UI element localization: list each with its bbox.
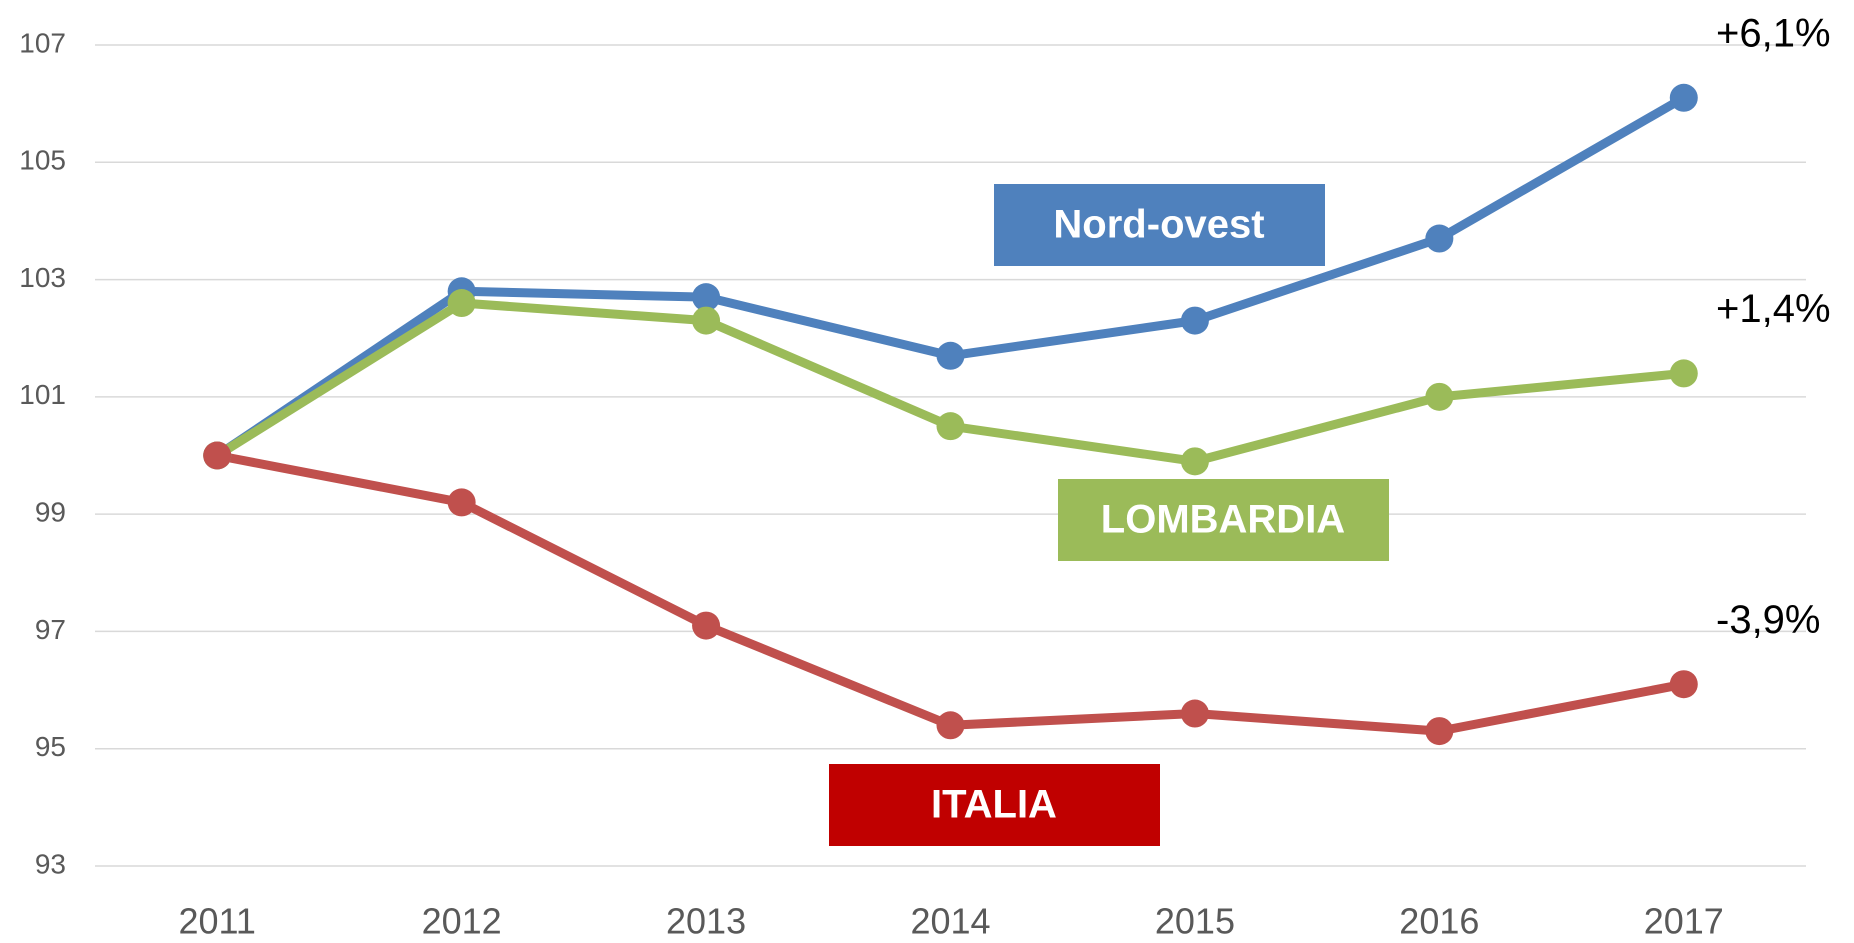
legend-box: [829, 764, 1160, 846]
y-tick-label: 93: [35, 848, 66, 879]
end-label: +1,4%: [1716, 287, 1831, 331]
x-tick-label: 2016: [1399, 901, 1479, 942]
marker: [692, 306, 721, 335]
marker: [692, 611, 721, 640]
series-line: [216, 451, 1685, 736]
x-tick-label: 2017: [1644, 901, 1724, 942]
marker: [936, 412, 965, 441]
marker: [1425, 382, 1454, 411]
legend-label: LOMBARDIA: [1101, 498, 1345, 542]
marker: [1669, 359, 1698, 388]
marker: [1180, 306, 1209, 335]
x-tick-label: 2015: [1155, 901, 1235, 942]
marker: [1425, 224, 1454, 253]
legend-label: ITALIA: [931, 783, 1057, 827]
marker: [692, 283, 721, 312]
y-tick-label: 105: [19, 145, 66, 176]
series-line: [214, 93, 1687, 460]
x-tick-label: 2013: [666, 901, 746, 942]
marker: [936, 711, 965, 740]
end-label: -3,9%: [1716, 598, 1821, 642]
legend-label: Nord-ovest: [1053, 203, 1264, 247]
marker: [1669, 670, 1698, 699]
x-tick-label: 2012: [422, 901, 502, 942]
y-tick-label: 101: [19, 379, 66, 410]
legend-box: [994, 184, 1325, 266]
y-tick-label: 97: [35, 614, 66, 645]
y-tick-label: 107: [19, 27, 66, 58]
marker: [1180, 699, 1209, 728]
y-tick-label: 103: [19, 262, 66, 293]
marker: [1669, 83, 1698, 112]
marker: [203, 441, 232, 470]
x-tick-label: 2011: [179, 901, 256, 942]
marker: [447, 289, 476, 318]
y-tick-label: 99: [35, 497, 66, 528]
marker: [1180, 447, 1209, 476]
marker: [1425, 717, 1454, 746]
legend-box: [1058, 479, 1389, 561]
end-label: +6,1%: [1716, 11, 1831, 55]
y-tick-label: 95: [35, 731, 66, 762]
x-tick-label: 2014: [910, 901, 990, 942]
marker: [936, 341, 965, 370]
marker: [447, 488, 476, 517]
